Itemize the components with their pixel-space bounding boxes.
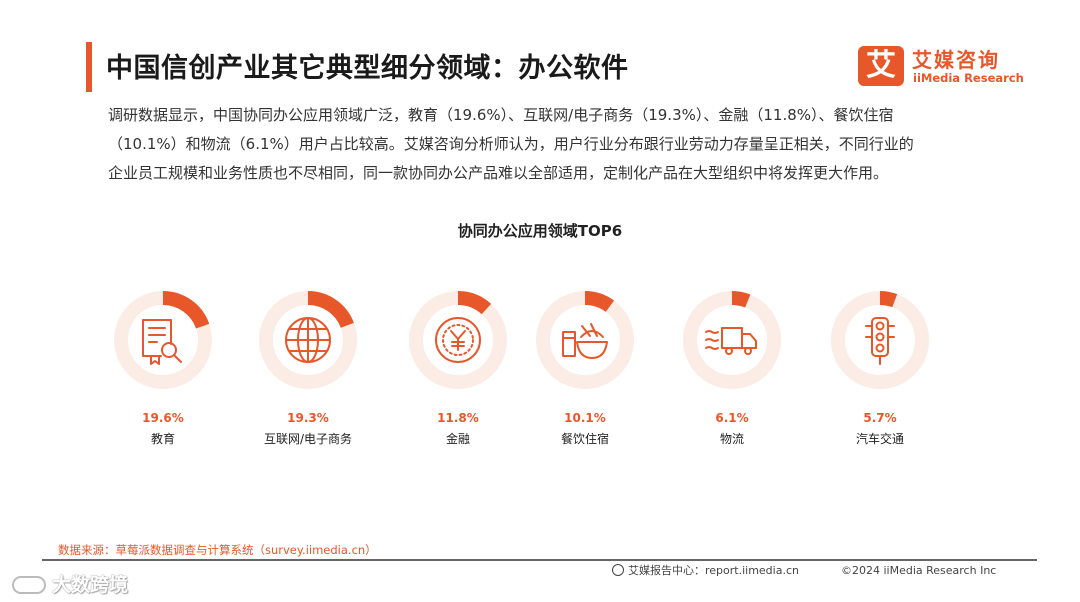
logo-cn-text: 艾媒咨询 <box>912 48 1000 72</box>
report-center-icon <box>612 564 624 576</box>
category-label: 金融 <box>446 431 470 446</box>
ring-chart: 19.6% 教育 19.3% 互联网/电子商务 11.8% 金融 10.1% 餐饮住宿 6.1%… <box>114 291 929 446</box>
certificate-search-icon <box>142 319 182 365</box>
ring-item: 10.1% 餐饮住宿 <box>536 291 634 446</box>
page-title: 中国信创产业其它典型细分领域：办公软件 <box>106 53 629 84</box>
ring-track <box>536 291 634 389</box>
ring-value-arc <box>831 291 929 389</box>
chart-title: 协同办公应用领域TOP6 <box>457 222 623 240</box>
yuan-coin-icon <box>435 317 481 363</box>
description: 调研数据显示，中国协同办公应用领域广泛，教育（19.6%）、互联网/电子商务（1… <box>108 101 988 188</box>
ring-item: 19.3% 互联网/电子商务 <box>259 291 357 446</box>
ring-track <box>683 291 781 389</box>
copyright: ©2024 iiMedia Research Inc <box>840 564 997 577</box>
title-accent-bar <box>86 42 92 92</box>
ring-item: 11.8% 金融 <box>409 291 507 446</box>
value-label: 11.8% <box>437 411 479 425</box>
description-line: （10.1%）和物流（6.1%）用户占比较高。艾媒咨询分析师认为，用户行业分布跟… <box>108 135 914 153</box>
ring-value-arc <box>114 291 212 389</box>
description-line: 企业员工规模和业务性质也不尽相同，同一款协同办公产品难以全部适用，定制化产品在大… <box>108 164 889 182</box>
ring-value-arc <box>536 291 634 389</box>
category-label: 教育 <box>151 431 175 446</box>
delivery-truck-icon <box>705 327 757 355</box>
logo-mark: 艾 <box>858 46 904 86</box>
value-label: 5.7% <box>863 411 896 425</box>
description-line: 调研数据显示，中国协同办公应用领域广泛，教育（19.6%）、互联网/电子商务（1… <box>108 106 894 124</box>
ring-item: 6.1% 物流 <box>683 291 781 446</box>
traffic-light-icon <box>865 317 895 365</box>
footer-info: 艾媒报告中心：report.iimedia.cn ©2024 iiMedia Re… <box>612 562 996 578</box>
value-label: 19.6% <box>142 411 184 425</box>
data-source: 数据来源：草莓派数据调查与计算系统（survey.iimedia.cn） <box>58 543 377 557</box>
value-label: 10.1% <box>564 411 606 425</box>
category-label: 互联网/电子商务 <box>264 431 352 446</box>
ring-item: 19.6% 教育 <box>114 291 212 446</box>
category-label: 餐饮住宿 <box>561 431 609 446</box>
category-label: 汽车交通 <box>856 431 904 446</box>
watermark-text: 大数跨境 <box>52 574 129 596</box>
value-label: 19.3% <box>287 411 329 425</box>
report-center-link[interactable]: 艾媒报告中心：report.iimedia.cn <box>628 564 799 577</box>
category-label: 物流 <box>720 432 744 446</box>
brand-logo: 艾 艾媒咨询 iiMedia Research <box>858 44 1028 90</box>
ring-item: 5.7% 汽车交通 <box>831 291 929 446</box>
footer-divider <box>42 559 1037 561</box>
watermark: 大数跨境 <box>12 570 128 597</box>
ring-value-arc <box>683 291 781 389</box>
ring-value-arc <box>409 291 507 389</box>
logo-en-text: iiMedia Research <box>913 71 1024 85</box>
watermark-logo-icon <box>12 576 46 594</box>
value-label: 6.1% <box>715 411 748 425</box>
globe-icon <box>285 317 331 363</box>
ring-value-arc <box>259 291 357 389</box>
food-bowl-icon <box>562 323 608 359</box>
